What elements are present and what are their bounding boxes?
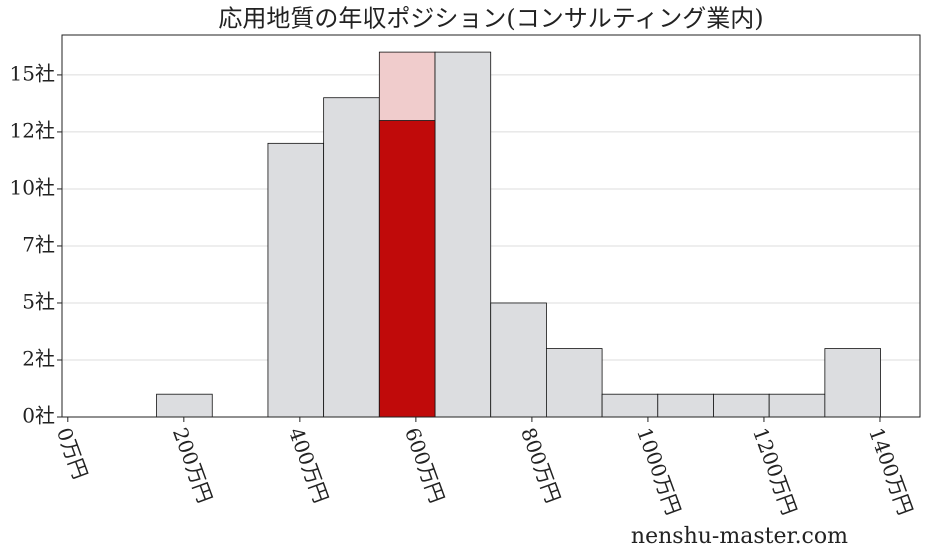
bar: [323, 97, 380, 418]
x-tick-label: 1200万円: [748, 424, 802, 518]
y-tick-label: 15社: [10, 61, 55, 85]
bar: [546, 348, 603, 418]
bar: [768, 393, 826, 418]
chart-title: 応用地質の年収ポジション(コンサルティング業内): [218, 5, 763, 33]
y-tick-label: 0社: [22, 404, 55, 428]
bar: [156, 393, 213, 418]
x-tick-label: 200万円: [168, 424, 217, 506]
bar: [267, 142, 325, 418]
x-tick-label: 1000万円: [632, 424, 686, 518]
highlight-bar: [378, 120, 436, 418]
plot-frame: [61, 34, 921, 418]
bar: [713, 393, 770, 418]
y-tick-label: 2社: [22, 346, 55, 370]
bar: [824, 348, 881, 418]
x-tick-label: 600万円: [400, 424, 449, 506]
y-tick-label: 10社: [10, 175, 55, 199]
bar: [601, 393, 659, 418]
x-tick-label: 0万円: [52, 424, 93, 482]
x-tick-label: 1400万円: [864, 424, 918, 518]
y-tick-label: 12社: [10, 118, 55, 142]
bar: [490, 302, 547, 418]
y-tick-label: 7社: [22, 232, 55, 256]
y-tick-label: 5社: [22, 289, 55, 313]
bar: [434, 51, 492, 418]
x-tick-label: 400万円: [284, 424, 333, 506]
bar: [657, 393, 714, 418]
watermark: nenshu-master.com: [631, 524, 848, 549]
x-tick-label: 800万円: [516, 424, 565, 506]
